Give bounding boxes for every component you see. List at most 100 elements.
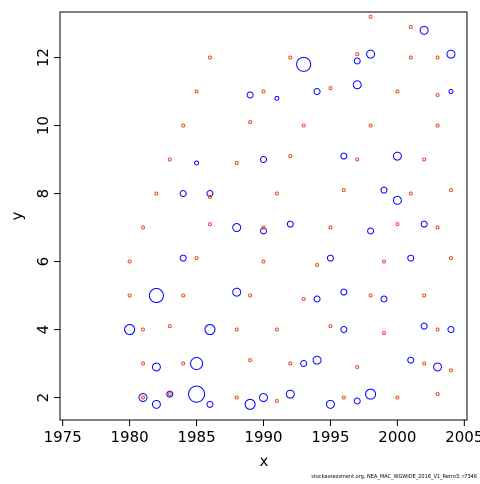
x-axis-label: x (260, 452, 269, 470)
bubble (167, 392, 172, 397)
y-tick-label: 6 (34, 257, 52, 267)
bubble (435, 92, 440, 97)
bubble (260, 227, 267, 235)
x-tick-label: 2005 (445, 428, 480, 446)
bubble (285, 389, 295, 399)
bubble (447, 326, 455, 334)
bubble (301, 296, 306, 301)
plot-frame (59, 11, 468, 421)
footer: stockassessment.org, NEA_MAC_WGWIDE_2016… (311, 474, 477, 480)
bubble (395, 395, 400, 400)
bubble (352, 80, 362, 90)
bubble (206, 400, 214, 408)
bubble (167, 324, 172, 329)
bubble (313, 88, 321, 96)
bubble (274, 398, 279, 403)
bubble (422, 361, 427, 366)
bubble (392, 195, 402, 205)
y-axis-label: y (8, 211, 26, 220)
bubble (355, 157, 360, 162)
bubble (395, 222, 400, 227)
bubble (234, 395, 239, 400)
bubble (261, 89, 266, 94)
bubble (181, 361, 186, 366)
bubble (365, 388, 377, 400)
bubble (448, 89, 454, 95)
bubble (288, 361, 293, 366)
y-tick-label: 4 (34, 325, 52, 335)
bubble (340, 326, 348, 334)
bubble (341, 395, 346, 400)
bubble (368, 123, 373, 128)
bubble (190, 357, 204, 371)
bubble (141, 395, 146, 400)
bubble (194, 256, 199, 261)
bubble (420, 322, 428, 330)
bubble (435, 392, 440, 397)
bubble (300, 360, 308, 368)
bubble (127, 293, 132, 298)
bubble (204, 324, 216, 336)
bubble (340, 288, 348, 296)
bubble (248, 120, 253, 125)
bubble (446, 49, 456, 59)
x-tick-label: 1980 (111, 428, 149, 446)
bubble (325, 399, 335, 409)
bubble (381, 330, 386, 335)
bubble (328, 324, 333, 329)
bubble (301, 123, 306, 128)
bubble (312, 355, 322, 365)
bubble (260, 156, 267, 164)
y-tick-label: 2 (34, 393, 52, 403)
bubble (259, 393, 268, 403)
bubble (166, 390, 174, 398)
bubble (407, 356, 415, 364)
bubble (355, 52, 360, 57)
x-tick-label: 1995 (311, 428, 349, 446)
bubble (234, 160, 239, 165)
bubble (274, 327, 279, 332)
bubble (367, 227, 375, 235)
bubble (408, 55, 413, 60)
bubble (179, 254, 187, 262)
bubble (435, 327, 440, 332)
bubble (207, 55, 212, 60)
bubble (380, 186, 388, 194)
bubble (435, 225, 440, 230)
bubble (340, 152, 348, 160)
y-tick-label: 8 (34, 189, 52, 199)
bubble (206, 190, 214, 198)
bubble (395, 89, 400, 94)
bubble (244, 398, 256, 410)
bubble (207, 222, 212, 227)
bubble (194, 160, 200, 166)
bubble (422, 293, 427, 298)
bubble (151, 362, 161, 372)
bubble (138, 393, 148, 403)
bubble (274, 95, 280, 101)
bubble (420, 220, 428, 228)
bubble (154, 191, 159, 196)
bubble (353, 397, 361, 405)
bubble (148, 288, 164, 304)
bubble (408, 24, 413, 29)
bubble (141, 361, 146, 366)
bubble (368, 293, 373, 298)
bubble (422, 157, 427, 162)
bubble (181, 123, 186, 128)
bubble (232, 287, 242, 297)
bubble (448, 368, 453, 373)
bubble (207, 194, 212, 199)
bubble (368, 14, 373, 19)
y-tick-label: 10 (34, 116, 52, 135)
x-tick-label: 1975 (44, 428, 82, 446)
bubble (127, 259, 132, 264)
bubble (407, 254, 415, 262)
bubble (296, 56, 312, 72)
y-tick-label: 12 (34, 48, 52, 67)
bubble (124, 324, 136, 336)
bubble (188, 385, 206, 403)
bubble (380, 295, 388, 303)
bubble (448, 188, 453, 193)
